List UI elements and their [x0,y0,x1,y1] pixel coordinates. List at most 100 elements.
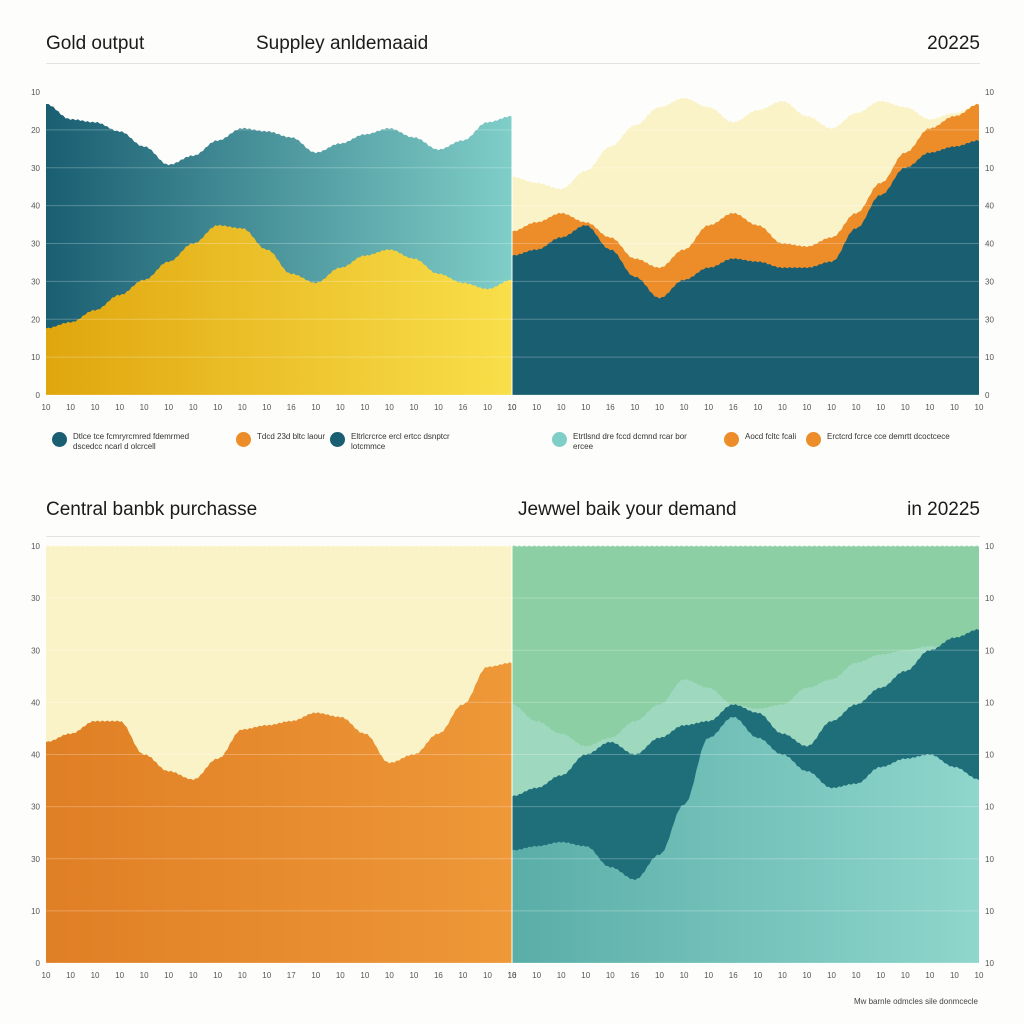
x-tick-label: 16 [630,971,639,980]
x-tick-label: 10 [950,971,959,980]
x-tick-label: 10 [581,971,590,980]
y-tick-label: 0 [36,391,41,400]
x-tick-label: 10 [262,403,271,412]
x-tick-label: 10 [385,403,394,412]
legend-item: Dtlce tce fcmryrcmred fdemrmed dscedcc n… [52,432,202,452]
data-point [634,276,636,278]
y-tick-label: 30 [31,855,40,864]
data-point [143,146,145,148]
x-tick-label: 10 [140,403,149,412]
data-point [732,704,734,706]
y-tick-label: 20 [31,126,40,135]
y-tick-label: 40 [985,202,994,211]
x-tick-label: 10 [238,403,247,412]
x-tick-label: 10 [140,971,149,980]
data-point [560,212,562,214]
data-point [929,152,931,154]
data-point [315,152,317,154]
data-point [266,249,268,251]
x-tick-label: 10 [704,403,713,412]
x-tick-label: 16 [729,971,738,980]
data-point [585,221,587,223]
data-point [831,261,833,263]
data-point [929,128,931,130]
top-divider [46,63,980,64]
legend-label: Erctcrd fcrce cce demrtt dcoctcece [827,432,950,441]
data-point [757,712,759,714]
y-tick-label: 10 [985,353,994,362]
data-point [560,733,562,735]
y-tick-label: 30 [31,646,40,655]
data-point [536,787,538,789]
x-tick-label: 10 [901,403,910,412]
data-point [610,146,612,148]
y-tick-label: 10 [985,751,994,760]
data-point [904,758,906,760]
legend-swatch [806,432,821,447]
data-point [389,762,391,764]
data-point [806,267,808,269]
chart-panel-4: 10 10 10 10 10 10 10 10 10 10 10 10 10 10 16 10 10 10 16 10… [508,542,995,980]
x-tick-label: 10 [42,971,51,980]
data-point [954,766,956,768]
data-point [217,758,219,760]
x-tick-label: 10 [680,971,689,980]
x-tick-label: 10 [360,403,369,412]
data-point [192,779,194,781]
y-tick-label: 10 [985,646,994,655]
data-point [831,679,833,681]
y-tick-label: 10 [31,907,40,916]
data-point [560,841,562,843]
legend-item: Erctcrd fcrce cce demrtt dcoctcece [806,432,956,447]
data-point [585,845,587,847]
data-point [806,687,808,689]
data-point [954,637,956,639]
data-point [462,282,464,284]
x-tick-label: 10 [91,971,100,980]
data-point [315,712,317,714]
x-tick-label: 10 [483,403,492,412]
data-point [708,267,710,269]
data-point [831,237,833,239]
data-point [855,783,857,785]
data-point [462,704,464,706]
data-point [462,140,464,142]
x-tick-label: 16 [434,971,443,980]
data-point [978,629,980,631]
data-point [929,645,931,647]
data-point [757,225,759,227]
data-point [880,100,882,102]
jewellery-demand-title: Jewwel baik your demand [518,499,737,520]
data-point [70,321,72,323]
x-tick-label: 10 [778,403,787,412]
y-tick-label: 30 [31,240,40,249]
x-tick-label: 10 [508,403,517,412]
data-point [487,122,489,124]
x-tick-label: 10 [630,403,639,412]
y-tick-label: 40 [31,751,40,760]
data-point [806,745,808,747]
gold-output-title: Gold output [46,33,145,54]
data-point [536,221,538,223]
series-area-jewellery-demand [512,140,979,395]
y-tick-label: 10 [985,594,994,603]
data-point [610,237,612,239]
data-point [782,100,784,102]
data-point [954,146,956,148]
data-point [855,704,857,706]
data-point [340,143,342,145]
legend-item: Etrtlsnd dre fccd dcmnd rcar bor ercee [552,432,702,452]
data-point [831,128,833,130]
x-tick-label: 10 [827,971,836,980]
data-point [929,118,931,120]
x-tick-label: 10 [704,971,713,980]
x-tick-label: 10 [311,971,320,980]
y-tick-label: 30 [31,164,40,173]
y-tick-label: 30 [985,315,994,324]
x-tick-label: 10 [876,403,885,412]
data-point [954,115,956,117]
x-tick-label: 10 [385,971,394,980]
